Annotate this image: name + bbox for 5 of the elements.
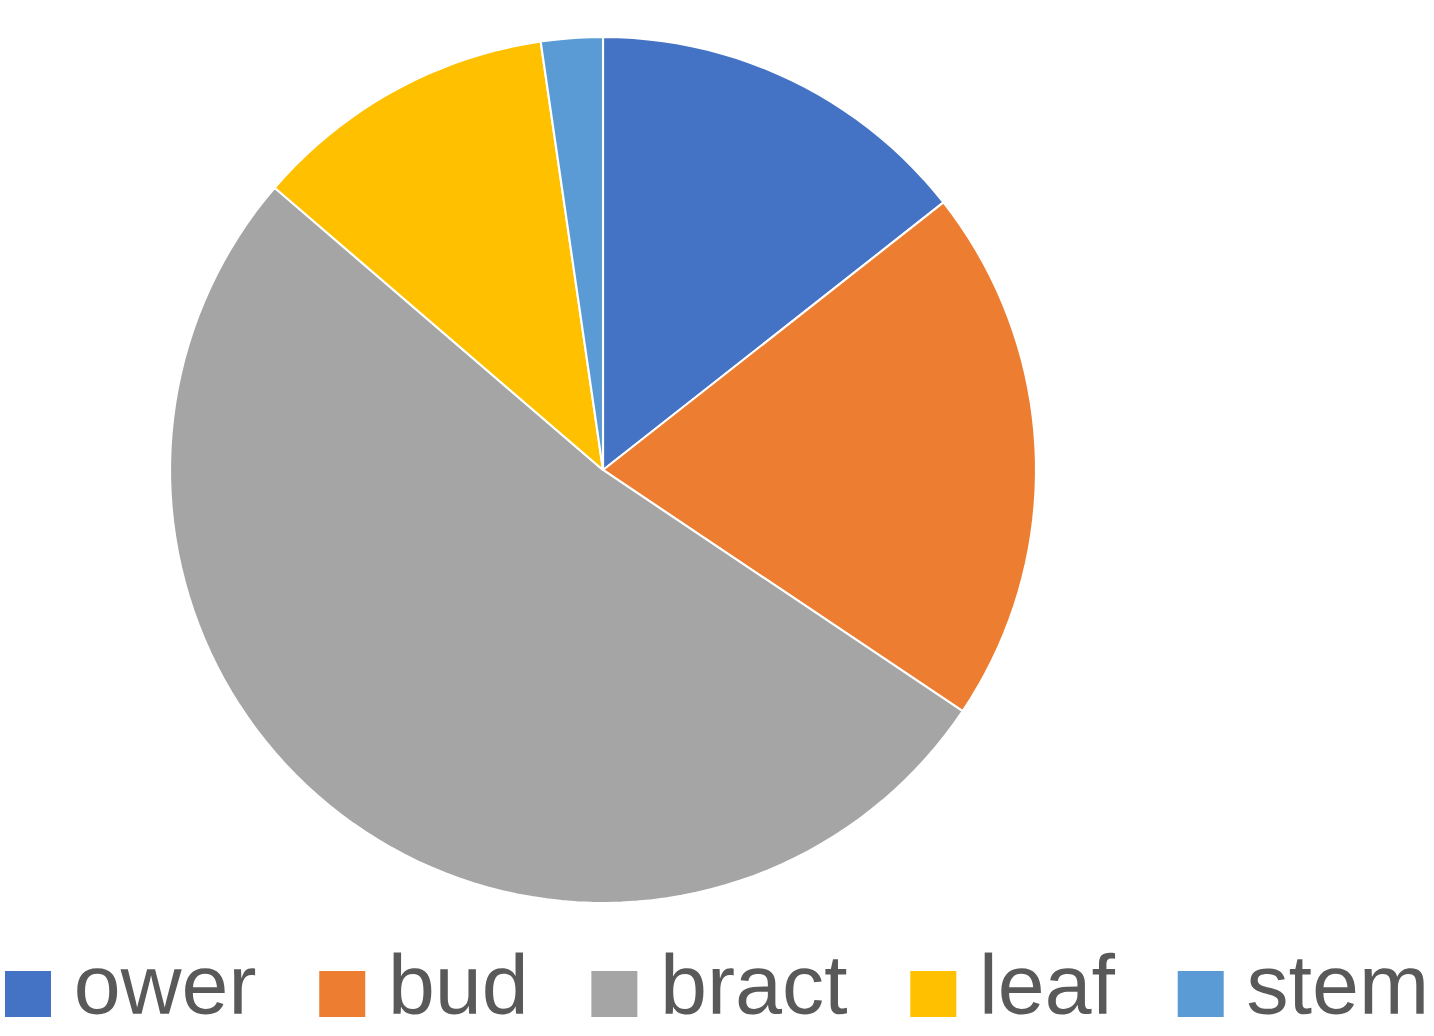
legend-label: ower	[77, 968, 256, 1015]
legend-label: leaf	[984, 952, 1116, 1015]
legend-label: bract	[665, 952, 847, 1015]
legend-label: stem	[1248, 959, 1424, 1015]
legend-label: bud	[393, 952, 524, 1015]
